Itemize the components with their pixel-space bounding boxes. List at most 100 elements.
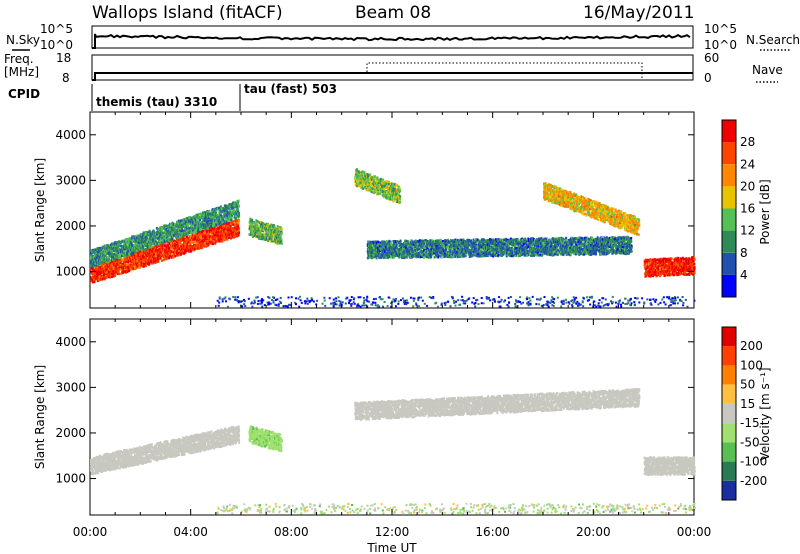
data-cell [166,246,169,249]
data-cell [137,254,139,258]
data-cell [100,264,103,267]
data-cell [157,258,160,262]
data-cell [93,272,96,276]
data-cell [98,271,101,274]
data-cell [147,252,149,255]
data-cell [370,182,373,185]
power-data [90,168,696,308]
data-cell [237,199,240,202]
data-cell [220,206,223,209]
freq-unit-label: [MHz] [4,65,39,79]
data-cell [114,273,117,276]
data-cell [106,268,109,271]
freq-tick-high: 18 [56,51,71,65]
data-cell [251,218,254,222]
data-cell [99,266,102,269]
data-cell [136,264,139,268]
data-cell [129,258,131,262]
data-cell [139,250,142,254]
data-cell [117,270,120,274]
nave-tick-low: 0 [704,71,712,85]
data-cell [144,264,147,268]
data-cell [142,248,145,251]
data-cell [110,267,113,270]
nsky-series [92,33,691,49]
data-cell [134,267,137,270]
data-cell [142,256,145,259]
data-cell [398,187,401,190]
data-cell [91,281,94,284]
data-cell [230,218,233,221]
data-cell [280,242,283,245]
data-cell [95,271,98,274]
data-cell [163,240,166,243]
nsky-label: N.Sky [6,33,40,47]
data-cell [135,255,138,258]
data-cell [150,245,153,249]
data-cell [156,255,159,258]
data-cell [370,190,373,194]
data-cell [181,228,184,232]
data-cell [147,259,149,262]
data-cell [122,264,125,267]
data-cell [107,268,110,272]
data-cell [238,228,241,231]
cpid-label: CPID [8,87,40,101]
data-cell [128,263,131,266]
data-cell [124,262,126,266]
data-cell [178,247,181,251]
data-cell [142,262,145,265]
data-cell [238,219,241,222]
data-cell [103,256,106,260]
data-cell [152,247,155,250]
data-cell [183,238,186,241]
data-cell [178,249,181,252]
data-cell [181,243,184,246]
data-cell [179,249,182,252]
data-cell [104,263,107,267]
data-cell [127,261,130,264]
data-cell [157,257,160,260]
data-cell [144,250,147,253]
data-cell [143,252,146,255]
data-cell [399,197,402,200]
data-cell [150,257,152,260]
data-cell [97,268,100,271]
data-cell [280,227,283,231]
data-cell [215,223,218,227]
data-cell [134,263,136,266]
data-cell [107,264,110,268]
data-cell [144,262,147,265]
n-tick-high-left: 10^5 [40,22,73,36]
data-cell [160,228,163,232]
data-cell [138,260,141,263]
data-cell [105,275,108,278]
data-cell [118,258,121,261]
data-cell [108,259,111,262]
data-cell [95,273,98,276]
data-cell [137,263,140,267]
data-cell [155,248,158,251]
data-cell [159,256,162,260]
data-cell [92,275,95,278]
data-cell [153,245,156,248]
data-cell [397,244,399,248]
data-cell [150,262,153,265]
data-cell [99,273,102,276]
data-cell [152,249,155,252]
data-cell [229,224,232,228]
data-cell [174,248,177,251]
data-cell [165,249,168,252]
data-cell [249,233,252,236]
data-cell [116,262,118,266]
data-cell [124,258,127,261]
data-cell [170,241,173,244]
data-cell [140,257,143,260]
data-cell [173,251,176,254]
data-cell [160,249,163,253]
data-cell [108,271,111,274]
data-cell [135,262,138,266]
data-cell [115,271,118,274]
data-cell [135,253,138,257]
data-cell [138,257,141,261]
